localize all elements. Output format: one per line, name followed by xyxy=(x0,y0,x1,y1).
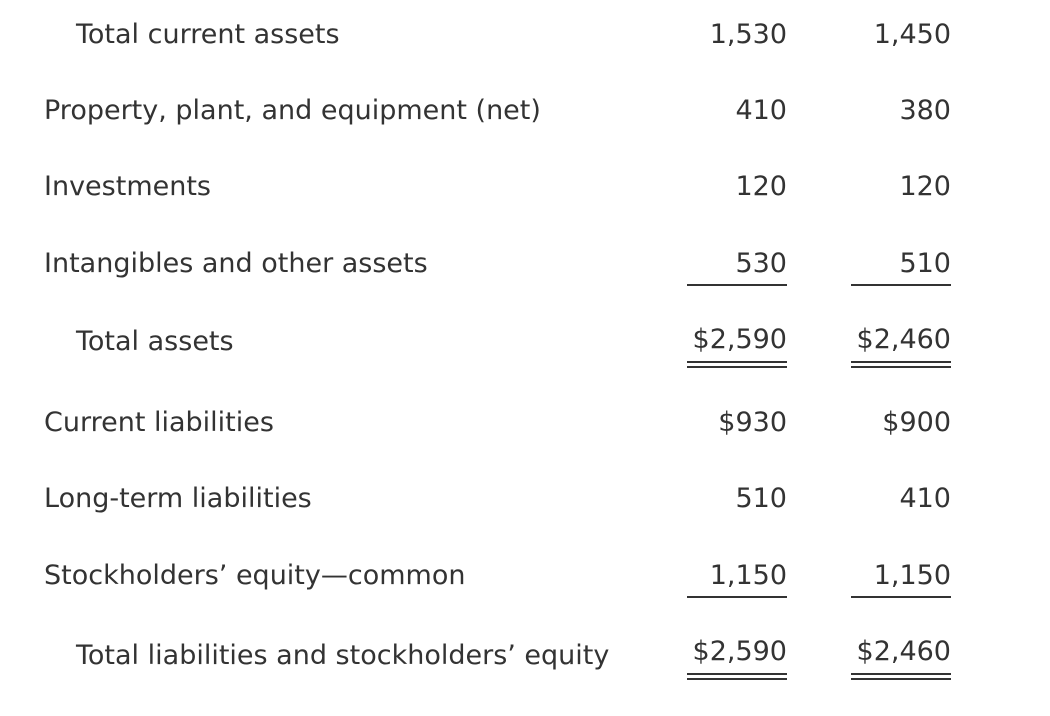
value-cell-year2: $900 xyxy=(851,403,951,443)
value-cell-year2: 120 xyxy=(851,167,951,207)
value-cell-year1: 1,530 xyxy=(687,15,787,55)
value-text: 1,530 xyxy=(709,19,787,50)
value-cell-year1: $2,590 xyxy=(687,322,787,368)
value-cell-year1: 530 xyxy=(687,244,787,286)
subtotal-underline xyxy=(687,284,787,286)
row-label: Total liabilities and stockholders’ equi… xyxy=(76,640,610,671)
value-cell-year1: 120 xyxy=(687,167,787,207)
value-cell-year2: 380 xyxy=(851,91,951,131)
row-label: Intangibles and other assets xyxy=(44,248,428,279)
value-text: $2,460 xyxy=(856,636,951,667)
row-label: Long-term liabilities xyxy=(44,483,312,514)
table-row: Intangibles and other assets 530 510 xyxy=(0,244,1050,286)
value-text: 120 xyxy=(735,171,787,202)
value-cell-year2: 1,450 xyxy=(851,15,951,55)
table-row: Investments 120 120 xyxy=(0,167,1050,207)
row-label: Current liabilities xyxy=(44,407,274,438)
value-cell-year1: 1,150 xyxy=(687,556,787,598)
row-label: Stockholders’ equity—common xyxy=(44,560,466,591)
value-cell-year2: 410 xyxy=(851,479,951,519)
subtotal-underline xyxy=(687,596,787,598)
table-row: Stockholders’ equity—common 1,150 1,150 xyxy=(0,556,1050,598)
row-label: Investments xyxy=(44,171,211,202)
value-cell-year1: $2,590 xyxy=(687,636,787,680)
total-double-underline xyxy=(851,673,951,680)
table-row: Current liabilities $930 $900 xyxy=(0,403,1050,443)
total-double-underline xyxy=(687,361,787,368)
value-text: 410 xyxy=(899,483,951,514)
value-cell-year1: 510 xyxy=(687,479,787,519)
value-text: 1,150 xyxy=(873,560,951,591)
value-text: 1,150 xyxy=(709,560,787,591)
value-text: $2,590 xyxy=(692,324,787,355)
value-text: $900 xyxy=(882,407,951,438)
total-double-underline xyxy=(851,361,951,368)
value-text: 1,450 xyxy=(873,19,951,50)
subtotal-underline xyxy=(851,596,951,598)
value-cell-year2: $2,460 xyxy=(851,322,951,368)
table-row: Total current assets 1,530 1,450 xyxy=(0,15,1050,55)
subtotal-underline xyxy=(851,284,951,286)
value-text: 510 xyxy=(899,248,951,279)
value-cell-year2: $2,460 xyxy=(851,636,951,680)
value-text: 530 xyxy=(735,248,787,279)
value-text: $2,590 xyxy=(692,636,787,667)
value-cell-year1: 410 xyxy=(687,91,787,131)
value-text: 120 xyxy=(899,171,951,202)
value-text: 410 xyxy=(735,95,787,126)
value-cell-year2: 510 xyxy=(851,244,951,286)
table-row: Property, plant, and equipment (net) 410… xyxy=(0,91,1050,131)
table-row: Total assets $2,590 $2,460 xyxy=(0,322,1050,368)
value-text: $2,460 xyxy=(856,324,951,355)
value-text: $930 xyxy=(718,407,787,438)
row-label: Total assets xyxy=(76,326,234,357)
table-row: Total liabilities and stockholders’ equi… xyxy=(0,636,1050,680)
row-label: Total current assets xyxy=(76,19,340,50)
table-row: Long-term liabilities 510 410 xyxy=(0,479,1050,519)
value-text: 380 xyxy=(899,95,951,126)
row-label: Property, plant, and equipment (net) xyxy=(44,95,541,126)
value-text: 510 xyxy=(735,483,787,514)
value-cell-year2: 1,150 xyxy=(851,556,951,598)
value-cell-year1: $930 xyxy=(687,403,787,443)
total-double-underline xyxy=(687,673,787,680)
